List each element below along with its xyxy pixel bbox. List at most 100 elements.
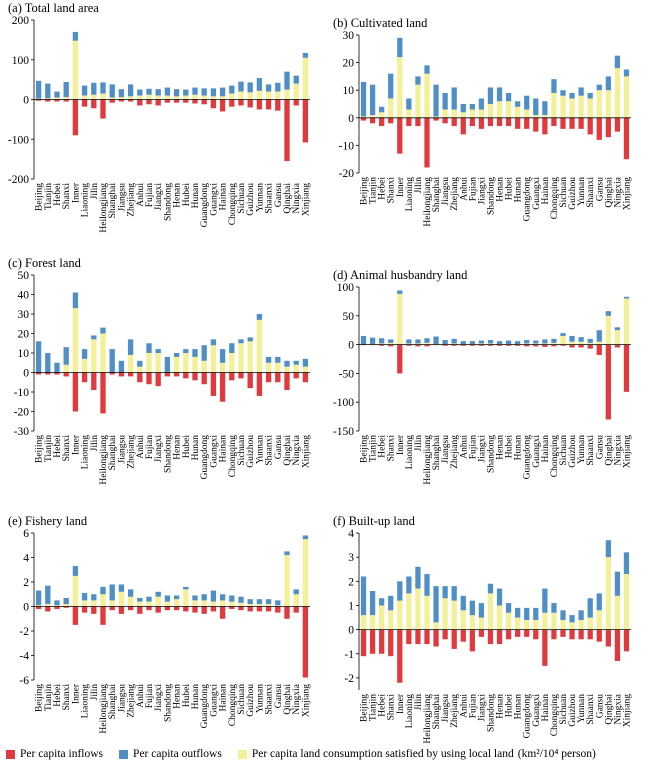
bar-inflow-hainan xyxy=(219,606,226,619)
bar-local-jilin xyxy=(91,94,97,100)
y-tick-label: 20 xyxy=(18,329,30,341)
bar-outflow-qinghai xyxy=(284,551,290,556)
bar-inflow-shandong xyxy=(487,629,494,645)
y-tick-label: 40 xyxy=(18,290,30,302)
bar-inflow-hunan xyxy=(515,344,521,346)
x-tick-label: Xinjiang xyxy=(301,183,311,216)
bar-outflow-beijing xyxy=(360,576,367,616)
x-tick-label: Jiangsu xyxy=(117,183,127,212)
bar-outflow-hebei xyxy=(379,598,385,606)
y-tick-label: 0 xyxy=(23,602,29,614)
bar-outflow-anhui xyxy=(460,595,466,611)
bar-local-shanghai xyxy=(433,116,439,118)
bar-inflow-guangdong xyxy=(524,629,530,637)
x-tick-label: Henan xyxy=(496,694,506,719)
bar-local-hunan xyxy=(515,106,521,118)
bar-outflow-yunnan xyxy=(256,314,263,320)
x-tick-label: Hubei xyxy=(182,435,192,459)
x-tick-label: Hebei xyxy=(53,183,63,206)
bar-outflow-jiangsu xyxy=(118,89,125,98)
bar-inflow-beijing xyxy=(35,99,42,101)
x-tick-label: Inner xyxy=(71,683,81,704)
bar-outflow-henan xyxy=(496,341,503,345)
x-tick-label: Anhui xyxy=(136,684,146,708)
y-tick-label: 30 xyxy=(18,309,30,321)
bar-local-hubei xyxy=(505,612,512,630)
bar-inflow-jiangxi xyxy=(478,344,485,346)
bar-inflow-shanghai xyxy=(109,372,115,375)
x-tick-label: Qinghai xyxy=(604,177,614,208)
x-tick-label: Hainan xyxy=(219,435,229,463)
bar-outflow-anhui xyxy=(137,597,143,602)
bar-outflow-shanghai xyxy=(109,84,115,98)
bar-inflow-henan xyxy=(496,344,503,346)
bar-local-gansu xyxy=(275,362,281,373)
bar-inflow-hebei xyxy=(54,372,60,375)
x-tick-label: Jiangxi xyxy=(477,435,487,463)
bar-local-yunnan xyxy=(578,341,584,345)
bar-outflow-shandong xyxy=(164,87,171,96)
y-tick-label: 0 xyxy=(348,625,354,637)
bar-outflow-zhejiang xyxy=(451,87,457,110)
bar-local-inner xyxy=(72,40,79,100)
bar-outflow-anhui xyxy=(460,341,466,345)
legend-swatch-outflow xyxy=(119,749,129,759)
y-tick-label: -100 xyxy=(8,134,29,146)
bar-inflow-yunnan xyxy=(578,117,584,129)
x-tick-label: Sichuan xyxy=(237,435,247,466)
bar-inflow-xinjiang xyxy=(623,117,630,160)
bar-inflow-sichuan xyxy=(238,99,244,106)
bar-local-guangdong xyxy=(201,360,207,373)
bar-outflow-hainan xyxy=(219,594,226,601)
bar-outflow-hunan xyxy=(192,349,198,357)
bar-local-heilongjiang xyxy=(100,93,106,100)
x-tick-label: Guangdong xyxy=(523,177,533,222)
x-tick-label: Hebei xyxy=(53,684,63,707)
bar-outflow-shandong xyxy=(487,87,494,104)
bar-outflow-guizhou xyxy=(247,82,253,93)
bar-inflow-shanghai xyxy=(433,117,439,121)
y-tick-label: 20 xyxy=(343,58,355,70)
x-tick-label: Zhejiang xyxy=(127,435,137,469)
bar-local-jilin xyxy=(415,343,421,345)
bar-inflow-hubei xyxy=(183,606,189,612)
bar-inflow-inner xyxy=(72,372,79,412)
x-tick-label: Guizhou xyxy=(568,694,578,727)
bar-inflow-jiangxi xyxy=(155,99,161,106)
legend-unit: (km²/10⁴ person) xyxy=(517,748,596,760)
bar-local-shanxi xyxy=(388,342,394,345)
bar-inflow-jiangxi xyxy=(155,372,161,387)
bar-inflow-xinjiang xyxy=(302,99,309,143)
y-tick-label: 30 xyxy=(343,30,355,42)
bar-inflow-xinjiang xyxy=(623,344,630,392)
bar-local-chongqing xyxy=(229,93,235,100)
bar-outflow-jiangxi xyxy=(478,340,485,344)
x-tick-label: Ningxia xyxy=(292,182,302,213)
bar-outflow-liaoning xyxy=(406,339,412,344)
bar-inflow-ningxia xyxy=(293,372,299,379)
bar-inflow-jiangsu xyxy=(442,629,448,640)
x-tick-label: Hebei xyxy=(378,435,388,458)
bar-outflow-hubei xyxy=(183,89,189,96)
x-tick-label: Fujian xyxy=(468,694,478,719)
y-tick-label: -150 xyxy=(333,426,354,438)
bar-outflow-shanghai xyxy=(109,349,115,373)
bar-outflow-jilin xyxy=(91,335,97,340)
bar-inflow-shaanxi xyxy=(587,344,593,349)
bar-local-shaanxi xyxy=(265,362,272,373)
bar-inflow-jiangsu xyxy=(442,117,448,124)
bar-inflow-hebei xyxy=(54,99,60,102)
x-tick-label: Hubei xyxy=(505,177,515,201)
bar-local-chongqing xyxy=(551,342,557,345)
x-tick-label: Fujian xyxy=(145,183,155,208)
bar-local-zhejiang xyxy=(127,96,134,100)
bar-inflow-shanxi xyxy=(388,629,394,657)
bar-inflow-henan xyxy=(173,606,180,611)
bar-local-hunan xyxy=(192,94,198,100)
bar-local-tianjin xyxy=(369,615,376,630)
bar-inflow-beijing xyxy=(360,629,367,657)
x-tick-label: Guangxi xyxy=(209,435,219,468)
x-tick-label: Jiangsu xyxy=(117,684,127,713)
bar-inflow-sichuan xyxy=(238,372,244,379)
bar-inflow-gansu xyxy=(275,99,281,111)
